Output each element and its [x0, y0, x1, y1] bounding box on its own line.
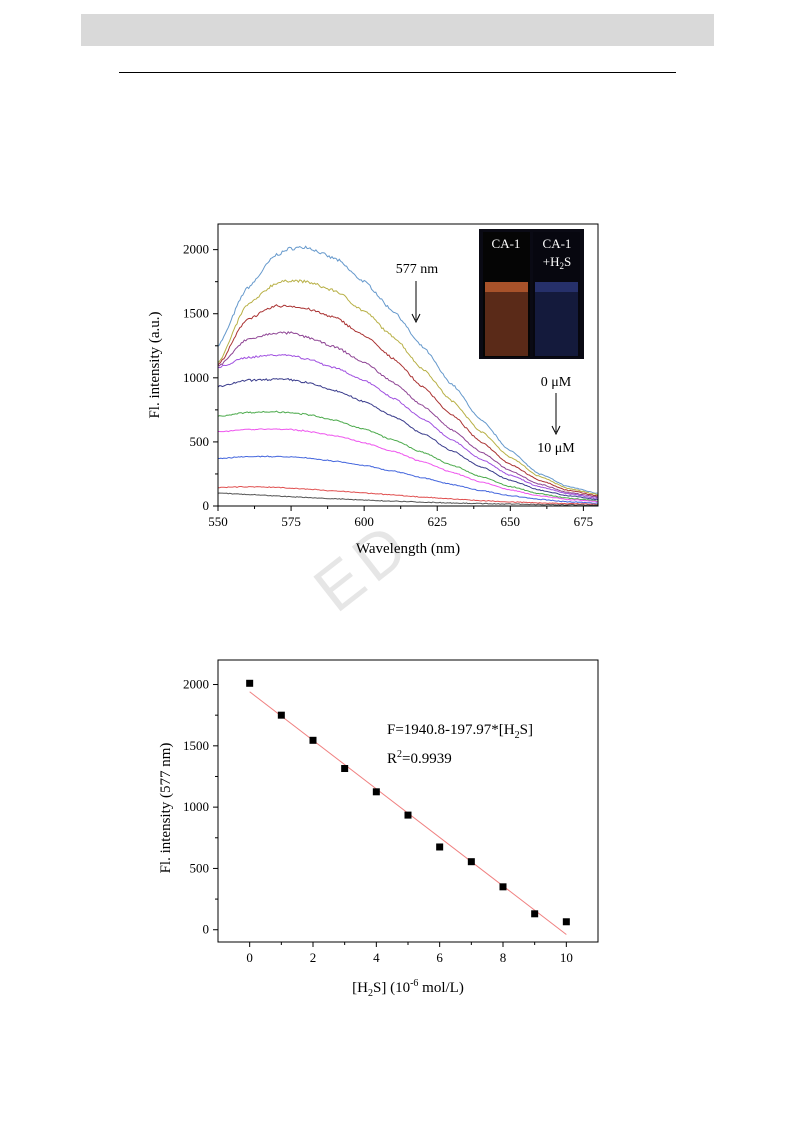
header-bar — [81, 14, 714, 46]
spectrum-series-9 — [217, 486, 599, 506]
c1-x-tick-label: 550 — [208, 514, 228, 529]
data-point-3 — [341, 765, 349, 773]
c1-y-tick-label: 1000 — [183, 370, 209, 385]
spectrum-series-1 — [217, 279, 599, 496]
fit-equation: F=1940.8-197.97*[H2S] — [387, 722, 533, 741]
c1-y-tick-label: 0 — [203, 498, 210, 513]
data-point-4 — [372, 788, 380, 796]
c2-x-tick-label: 10 — [560, 950, 573, 965]
range-start-label: 0 μM — [541, 375, 572, 390]
spectrum-series-3 — [217, 331, 599, 498]
inset-label-left: CA-1 — [492, 236, 521, 251]
c1-inset-photo: CA-1 CA-1 +H2S — [479, 229, 584, 359]
c1-x-axis-label: Wavelength (nm) — [356, 541, 460, 557]
c2-x-tick-label: 8 — [500, 950, 507, 965]
range-arrow-head — [551, 425, 561, 436]
c2-x-tick-label: 6 — [436, 950, 443, 965]
data-point-10 — [562, 918, 570, 926]
data-point-6 — [436, 843, 444, 851]
spectrum-series-10 — [217, 492, 598, 506]
r-squared: R2=0.9939 — [387, 749, 452, 767]
c1-plot-frame — [217, 223, 599, 507]
data-point-8 — [499, 883, 507, 891]
c2-y-tick-label: 1000 — [183, 799, 209, 814]
c2-x-axis-label: [H2S] (10-6 mol/L) — [352, 978, 464, 999]
c1-y-tick-label: 1500 — [183, 306, 209, 321]
c1-x-tick-label: 625 — [427, 514, 447, 529]
spectrum-series-7 — [218, 428, 599, 503]
header-rule — [119, 72, 676, 73]
c1-y-axis-label: Fl. intensity (a.u.) — [147, 311, 163, 418]
spectrum-series-5 — [217, 378, 599, 501]
c2-y-axis-label: Fl. intensity (577 nm) — [158, 743, 174, 874]
c2-y-tick-label: 0 — [203, 922, 210, 937]
c1-y-tick-label: 2000 — [183, 242, 209, 257]
spectrum-series-2 — [217, 304, 599, 497]
data-point-7 — [467, 858, 475, 866]
c1-y-tick-label: 500 — [190, 434, 210, 449]
data-point-2 — [309, 736, 317, 744]
spectrum-series-4 — [217, 354, 599, 499]
data-point-9 — [531, 910, 539, 918]
c1-x-tick-label: 650 — [501, 514, 521, 529]
range-end-label: 10 μM — [537, 441, 575, 456]
peak-annotation: 577 nm — [396, 262, 439, 277]
c2-y-tick-label: 1500 — [183, 738, 209, 753]
spectrum-series-0 — [217, 245, 598, 494]
c2-x-tick-label: 4 — [373, 950, 380, 965]
inset-label-right-1: CA-1 — [543, 236, 572, 251]
c1-x-tick-label: 575 — [281, 514, 301, 529]
inset-label-right-2: +H2S — [543, 254, 571, 271]
c2-x-tick-label: 2 — [310, 950, 317, 965]
c1-x-tick-label: 675 — [574, 514, 594, 529]
c2-y-tick-label: 2000 — [183, 677, 209, 692]
spectrum-series-8 — [217, 455, 599, 504]
data-point-5 — [404, 811, 412, 819]
data-point-1 — [277, 711, 285, 719]
c2-plot-frame — [217, 659, 599, 943]
spectrum-series-6 — [217, 410, 599, 502]
data-point-0 — [246, 679, 254, 687]
c2-y-tick-label: 500 — [190, 860, 210, 875]
c1-x-tick-label: 600 — [354, 514, 374, 529]
peak-arrow-head — [411, 313, 421, 324]
c2-x-tick-label: 0 — [246, 950, 253, 965]
